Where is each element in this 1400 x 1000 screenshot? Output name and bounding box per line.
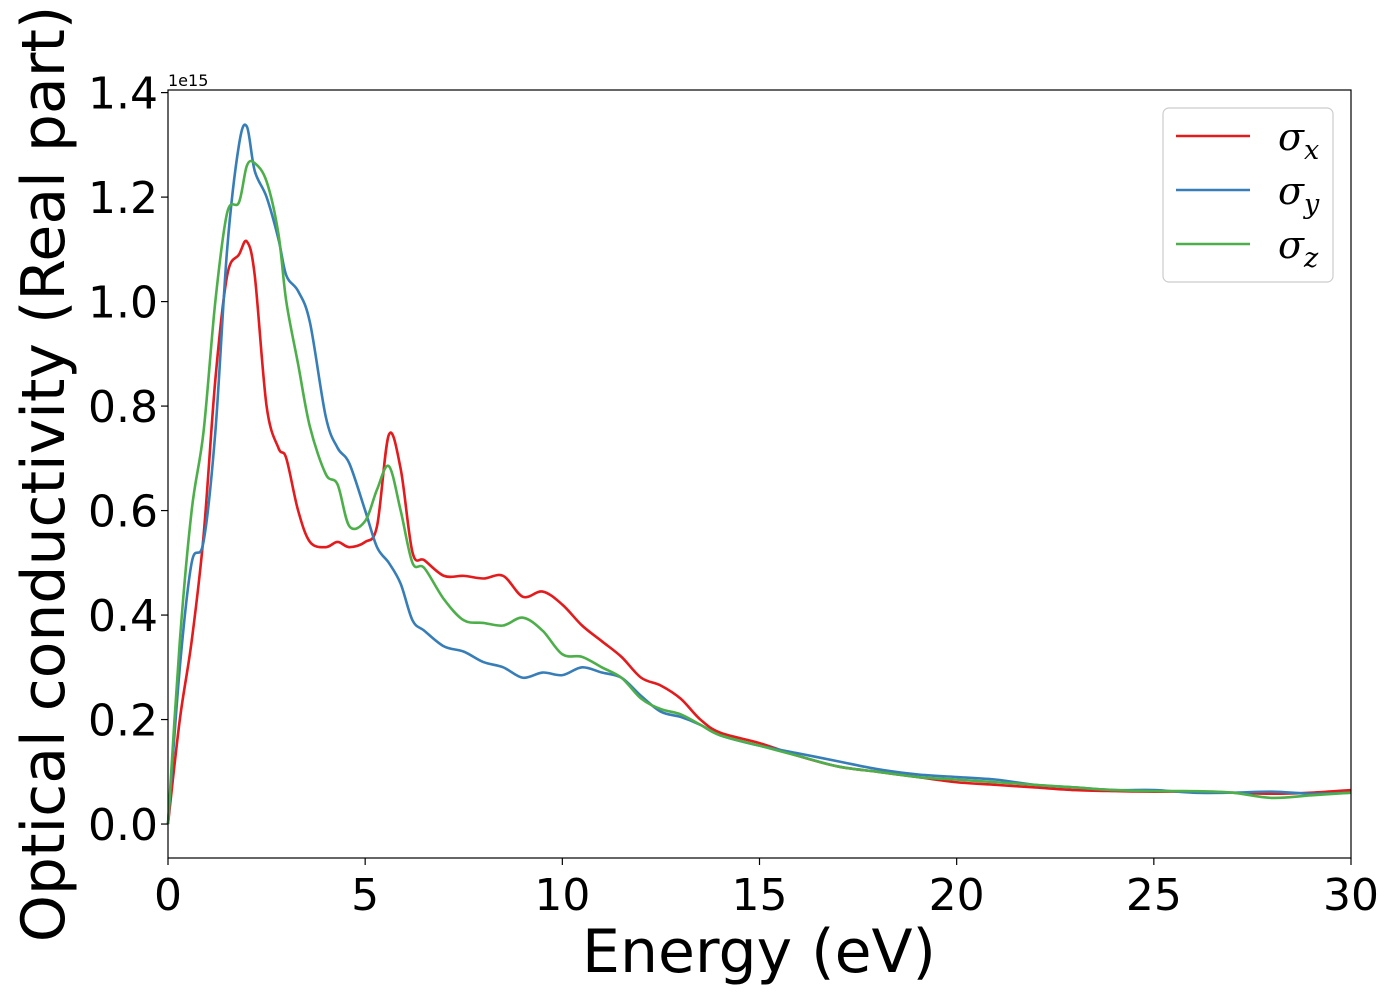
series-line-σz bbox=[166, 159, 1352, 825]
y-tick-label: 0.8 bbox=[88, 382, 158, 433]
x-axis-label: Energy (eV) bbox=[582, 917, 936, 987]
y-offset-label: 1e15 bbox=[168, 71, 208, 90]
x-tick-label: 25 bbox=[1126, 870, 1182, 921]
y-tick-label: 0.6 bbox=[88, 487, 158, 538]
y-tick-label: 0.0 bbox=[88, 800, 158, 851]
series-line-σx bbox=[166, 239, 1352, 825]
series-group bbox=[166, 123, 1352, 825]
y-tick-label: 1.2 bbox=[88, 173, 158, 224]
x-tick-label: 10 bbox=[534, 870, 590, 921]
x-tick-label: 20 bbox=[929, 870, 985, 921]
series-line-σy bbox=[166, 123, 1352, 825]
x-axis-ticks: 0 5 10 15 20 25 30 bbox=[154, 858, 1379, 921]
y-tick-label: 0.2 bbox=[88, 696, 158, 747]
y-tick-label: 0.4 bbox=[88, 591, 158, 642]
y-axis-ticks: 0.0 0.2 0.4 0.6 0.8 1.0 1.2 1.4 bbox=[88, 69, 168, 851]
legend-box bbox=[1162, 107, 1334, 283]
x-tick-label: 0 bbox=[154, 870, 182, 921]
y-tick-label: 1.0 bbox=[88, 278, 158, 329]
x-tick-label: 30 bbox=[1323, 870, 1379, 921]
x-tick-label: 5 bbox=[351, 870, 379, 921]
x-tick-label: 15 bbox=[732, 870, 788, 921]
y-axis-label: Optical conductivity (Real part) bbox=[9, 6, 79, 943]
y-tick-label: 1.4 bbox=[88, 69, 158, 120]
